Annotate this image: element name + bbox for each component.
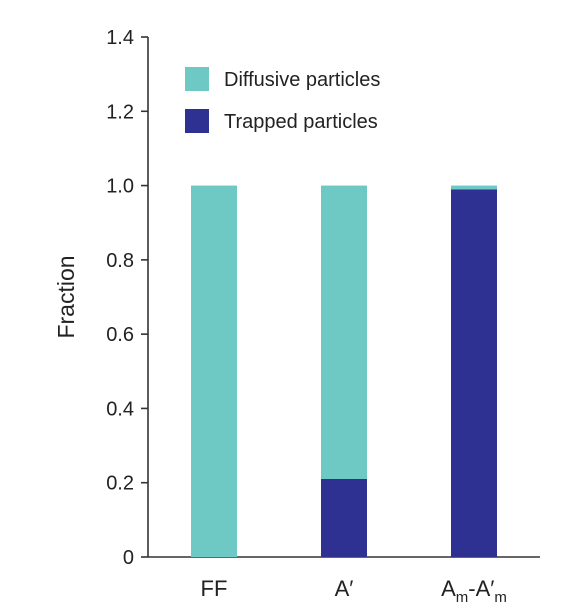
- y-tick-label: 1.0: [106, 176, 134, 198]
- bars: [191, 185, 497, 558]
- bar-trapped-3: [451, 189, 497, 558]
- legend-label: Diffusive particles: [224, 69, 380, 91]
- bar-diffusive-2: [321, 185, 367, 480]
- y-tick-label: 0.4: [106, 398, 134, 420]
- y-tick-label: 0.8: [106, 250, 134, 272]
- y-tick-label: 1.2: [106, 101, 134, 123]
- legend-swatch: [185, 67, 209, 91]
- x-tick-label: FF: [201, 576, 228, 601]
- x-tick-label: A′: [335, 576, 354, 601]
- x-tick-labels: FF A′ Am-A′m: [201, 576, 507, 606]
- bar-diffusive-1: [191, 185, 237, 558]
- y-tick-label: 0: [123, 547, 134, 569]
- y-tick-label: 1.4: [106, 27, 134, 49]
- y-tick-label: 0.6: [106, 324, 134, 346]
- y-ticks: 0 0.2 0.4 0.6 0.8 1.0 1.2 1.4: [106, 27, 148, 569]
- legend: Diffusive particles Trapped particles: [185, 67, 380, 133]
- legend-label: Trapped particles: [224, 111, 378, 133]
- legend-swatch: [185, 109, 209, 133]
- y-tick-label: 0.2: [106, 473, 134, 495]
- bar-trapped-2: [321, 479, 367, 557]
- y-axis-title: Fraction: [53, 255, 79, 338]
- x-tick-label: Am-A′m: [441, 576, 507, 606]
- bar-diffusive-3: [451, 185, 497, 190]
